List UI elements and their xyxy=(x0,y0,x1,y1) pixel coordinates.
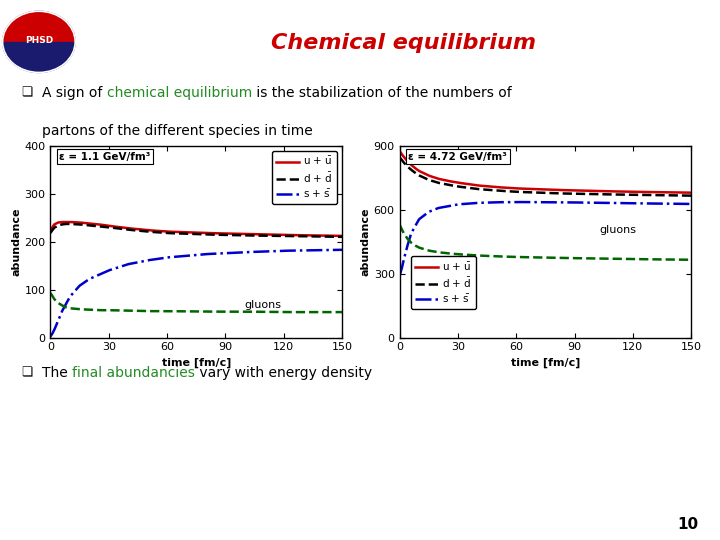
Wedge shape xyxy=(3,11,75,42)
Text: ❏: ❏ xyxy=(22,86,33,100)
Text: ε = 1.1 GeV/fm³: ε = 1.1 GeV/fm³ xyxy=(59,152,150,161)
Text: partons of the different species in time: partons of the different species in time xyxy=(42,124,312,138)
Text: ε = 4.72 GeV/fm³: ε = 4.72 GeV/fm³ xyxy=(408,152,507,161)
Text: Chemical equilibrium: Chemical equilibrium xyxy=(271,32,536,53)
Text: ❏: ❏ xyxy=(22,366,33,379)
Y-axis label: abundance: abundance xyxy=(12,207,22,276)
Text: gluons: gluons xyxy=(600,225,636,235)
Text: final abundancies: final abundancies xyxy=(72,366,195,380)
Legend: u + $\bar{\rm u}$, d + $\bar{\rm d}$, s + $\bar{\rm s}$: u + $\bar{\rm u}$, d + $\bar{\rm d}$, s … xyxy=(271,151,337,204)
X-axis label: time [fm/c]: time [fm/c] xyxy=(161,358,231,368)
Text: A sign of: A sign of xyxy=(42,86,107,100)
Text: The: The xyxy=(42,366,72,380)
Text: vary with energy density: vary with energy density xyxy=(195,366,372,380)
Text: PHSD: PHSD xyxy=(24,36,53,45)
X-axis label: time [fm/c]: time [fm/c] xyxy=(510,358,580,368)
Text: chemical equilibrium: chemical equilibrium xyxy=(107,86,252,100)
Circle shape xyxy=(3,11,75,72)
Y-axis label: abundance: abundance xyxy=(361,207,371,276)
Legend: u + $\bar{\rm u}$, d + $\bar{\rm d}$, s + $\bar{\rm s}$: u + $\bar{\rm u}$, d + $\bar{\rm d}$, s … xyxy=(410,256,476,309)
Text: is the stabilization of the numbers of: is the stabilization of the numbers of xyxy=(252,86,512,100)
Text: 10: 10 xyxy=(678,517,698,532)
Text: gluons: gluons xyxy=(245,300,282,310)
